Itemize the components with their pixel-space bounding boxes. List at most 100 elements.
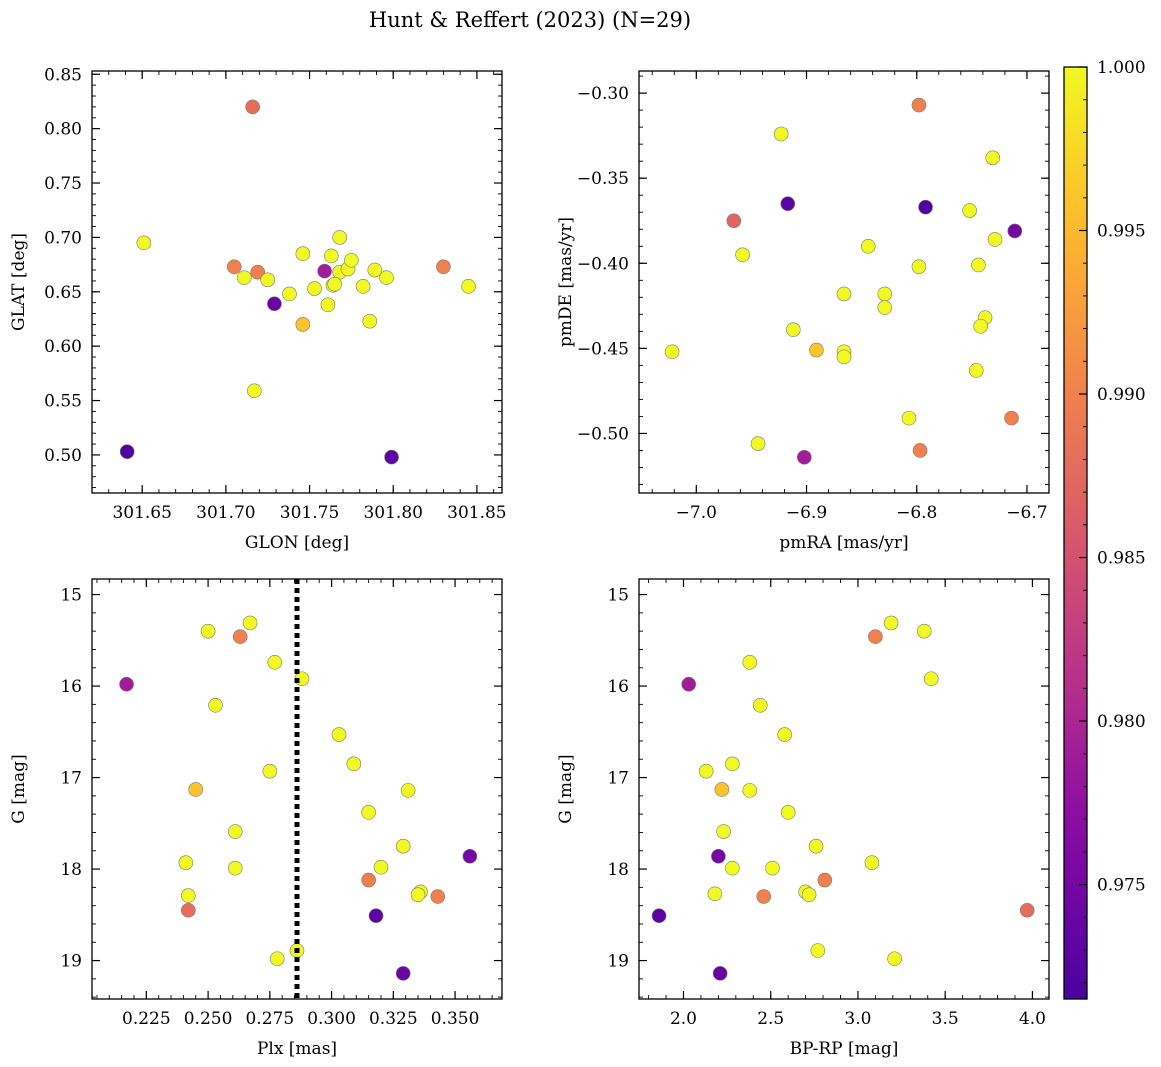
data-point (664, 344, 680, 360)
data-point (918, 199, 933, 215)
data-point (714, 782, 730, 797)
colorbar-tick-label: 0.995 (1097, 222, 1146, 242)
data-point (836, 349, 852, 365)
y-axis-label: pmDE [mas/yr] (556, 217, 576, 347)
ticks: 301.65 301.70 301.75 301.80 301.85 0.50 0.55 0.… (44, 65, 506, 523)
data-point (384, 449, 399, 465)
data-point (883, 615, 899, 631)
data-point (773, 126, 789, 142)
data-point (119, 676, 134, 692)
colorbar-frame (1063, 66, 1088, 1000)
data-point (987, 232, 1003, 247)
x-tick-label: 3.0 (844, 1009, 871, 1029)
data-point (742, 783, 758, 798)
data-point (344, 252, 359, 268)
data-point (400, 783, 416, 798)
data-point (725, 860, 740, 876)
data-point (327, 276, 342, 292)
y-tick-label: −0.50 (577, 424, 629, 444)
x-tick-label: −7.0 (676, 503, 717, 523)
data-point (725, 756, 740, 772)
data-point (267, 654, 283, 670)
data-point (324, 248, 339, 264)
colorbar-tick-label: 0.980 (1097, 712, 1146, 732)
data-point (809, 342, 824, 358)
data-point (295, 317, 311, 332)
y-tick-label: 19 (60, 952, 82, 972)
data-point (777, 727, 792, 742)
x-tick-label: 301.80 (363, 503, 422, 523)
data-point (877, 286, 893, 302)
y-tick-label: 17 (607, 769, 629, 789)
data-point (245, 99, 260, 115)
x-tick-label: 2.0 (670, 1009, 697, 1029)
x-tick-label: 0.325 (369, 1009, 418, 1029)
data-point (247, 383, 262, 399)
data-point (1019, 902, 1035, 918)
data-point (1007, 223, 1023, 239)
data-point (282, 286, 297, 302)
data-point (968, 363, 984, 378)
y-axis-label: G [mag] (556, 754, 576, 823)
y-tick-label: 0.50 (44, 446, 82, 466)
x-tick-label: 4.0 (1019, 1009, 1046, 1029)
data-point (797, 449, 812, 465)
x-tick-label: 301.70 (196, 503, 255, 523)
data-point (269, 951, 285, 967)
data-point (226, 259, 242, 275)
data-point (267, 296, 282, 312)
data-point (181, 888, 196, 903)
x-tick-label: 3.5 (932, 1009, 959, 1029)
data-point (911, 259, 927, 274)
x-tick-label: −6.7 (1006, 503, 1047, 523)
data-point (331, 727, 347, 742)
data-point (320, 297, 336, 313)
y-tick-label: 0.75 (44, 174, 82, 194)
y-tick-label: 0.60 (44, 337, 82, 357)
data-point (136, 235, 152, 251)
data-point (712, 966, 728, 981)
colorbar-gradient (1064, 67, 1087, 999)
x-axis-label: pmRA [mas/yr] (779, 533, 908, 553)
y-tick-label: −0.35 (577, 169, 629, 189)
y-axis-label: G [mag] (9, 754, 29, 823)
data-point (355, 279, 371, 294)
figure-title: Hunt & Reffert (2023) (N=29) (369, 8, 691, 32)
data-point (361, 805, 376, 820)
x-tick-label: 301.65 (112, 503, 171, 523)
data-point (780, 196, 796, 212)
data-point (765, 860, 780, 876)
data-point (379, 270, 394, 285)
axes-frame (638, 578, 1050, 1000)
data-point (887, 951, 902, 967)
data-point (368, 908, 384, 924)
colorbar-tick-label: 0.975 (1097, 876, 1146, 896)
data-point (735, 247, 750, 263)
data-point (395, 838, 411, 854)
y-tick-label: −0.40 (577, 254, 629, 274)
data-point (707, 886, 723, 902)
data-point (232, 629, 248, 644)
data-point (651, 908, 667, 924)
y-tick-label: 18 (60, 860, 82, 880)
data-point (317, 263, 332, 279)
axes-frame (91, 578, 503, 1000)
x-tick-label: 0.225 (122, 1009, 171, 1029)
x-axis-label: BP-RP [mag] (790, 1039, 899, 1059)
data-point (208, 697, 223, 713)
panel-1: 301.65 301.70 301.75 301.80 301.85 0.50 0.55 0.… (9, 65, 507, 553)
data-point (923, 671, 939, 687)
y-tick-label: −0.30 (577, 84, 629, 104)
data-point (836, 286, 852, 302)
data-point (410, 887, 426, 902)
data-point (742, 654, 758, 670)
y-tick-label: 0.70 (44, 228, 82, 248)
data-point (808, 838, 824, 854)
ticks: −7.0 −6.9 −6.8 −6.7 −0.50 −0.45 −0.40 −0.35 −0.3… (577, 71, 1050, 523)
data-point (250, 264, 265, 280)
data-point (877, 300, 893, 315)
data-point (242, 615, 258, 631)
data-point (817, 872, 833, 888)
axes-frame (91, 70, 503, 494)
